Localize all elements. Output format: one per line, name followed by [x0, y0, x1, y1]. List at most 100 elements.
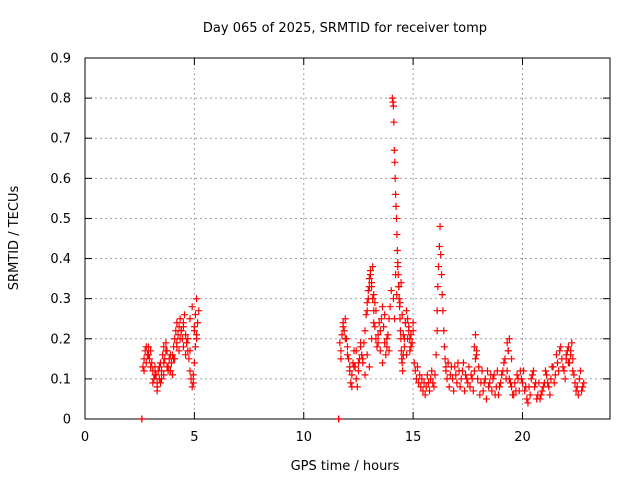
- data-point: [535, 379, 543, 387]
- data-point: [181, 311, 189, 319]
- data-point: [139, 363, 147, 371]
- data-point: [368, 335, 376, 343]
- data-point: [562, 351, 570, 359]
- data-point: [407, 343, 415, 351]
- data-point: [526, 391, 534, 399]
- data-point: [429, 379, 437, 387]
- data-point: [406, 347, 414, 355]
- data-point: [163, 363, 171, 371]
- data-point: [169, 371, 176, 379]
- data-point: [509, 391, 517, 399]
- data-point: [436, 222, 444, 230]
- data-point: [488, 387, 496, 395]
- y-tick-label: 0.5: [50, 212, 71, 227]
- data-point: [539, 383, 547, 391]
- data-point: [184, 335, 192, 343]
- data-point: [147, 363, 155, 371]
- data-point: [428, 367, 436, 375]
- data-point: [174, 331, 182, 339]
- data-point: [564, 359, 572, 367]
- data-point: [352, 375, 360, 383]
- data-point: [158, 367, 166, 375]
- y-tick-label: 0.8: [50, 92, 71, 107]
- data-point: [335, 415, 343, 423]
- data-point: [533, 395, 541, 403]
- data-point: [550, 379, 558, 387]
- plot-area: [84, 57, 611, 420]
- data-point: [473, 347, 481, 355]
- data-point: [568, 339, 576, 347]
- data-point: [503, 339, 511, 347]
- data-point: [465, 363, 473, 371]
- data-point: [440, 343, 448, 351]
- data-point: [373, 343, 381, 351]
- data-point: [496, 383, 504, 391]
- data-point: [504, 347, 512, 355]
- data-point: [188, 383, 196, 391]
- data-point: [393, 230, 401, 238]
- data-point: [396, 327, 404, 335]
- data-point: [182, 351, 190, 359]
- data-point: [392, 271, 400, 279]
- data-point: [372, 307, 380, 315]
- data-point: [194, 319, 202, 327]
- data-point: [381, 339, 389, 347]
- data-point: [479, 387, 487, 395]
- data-point: [399, 331, 407, 339]
- data-point: [408, 339, 416, 347]
- data-point: [160, 371, 168, 379]
- data-point: [409, 327, 417, 335]
- data-point: [146, 355, 154, 363]
- data-point: [159, 351, 167, 359]
- data-point: [176, 315, 184, 323]
- data-point: [357, 339, 365, 347]
- grid-lines: [85, 58, 610, 419]
- data-point: [508, 355, 516, 363]
- data-point: [179, 343, 187, 351]
- data-point: [556, 347, 564, 355]
- data-point: [552, 351, 560, 359]
- data-point: [397, 347, 405, 355]
- data-point: [382, 351, 390, 359]
- data-point: [389, 295, 397, 303]
- data-point: [571, 379, 579, 387]
- data-point: [419, 387, 427, 395]
- data-point: [505, 335, 513, 343]
- data-point: [404, 335, 412, 343]
- data-point: [383, 343, 391, 351]
- data-point: [371, 323, 379, 331]
- data-point: [418, 375, 426, 383]
- data-point: [393, 247, 401, 255]
- data-point: [148, 359, 156, 367]
- data-point: [393, 291, 401, 299]
- data-point: [421, 391, 429, 399]
- data-point: [471, 331, 479, 339]
- data-point: [570, 371, 578, 379]
- data-point: [437, 251, 445, 259]
- data-point: [561, 375, 569, 383]
- data-point: [354, 359, 362, 367]
- data-point: [454, 359, 462, 367]
- data-point: [433, 327, 441, 335]
- data-point: [365, 275, 373, 283]
- data-point: [426, 387, 434, 395]
- data-point: [422, 383, 430, 391]
- data-point: [440, 327, 448, 335]
- data-point: [166, 351, 174, 359]
- data-point: [546, 391, 554, 399]
- data-point: [363, 299, 371, 307]
- data-point: [393, 214, 400, 222]
- data-point: [557, 343, 565, 351]
- data-point: [361, 327, 369, 335]
- data-point: [190, 323, 198, 331]
- data-point: [498, 371, 506, 379]
- data-point: [409, 319, 417, 327]
- data-point: [345, 355, 353, 363]
- data-point: [538, 387, 546, 395]
- data-point: [361, 371, 369, 379]
- axis-ticks: [84, 57, 610, 420]
- data-point: [149, 379, 157, 387]
- data-point: [338, 331, 346, 339]
- data-point: [390, 146, 398, 154]
- data-point: [155, 363, 163, 371]
